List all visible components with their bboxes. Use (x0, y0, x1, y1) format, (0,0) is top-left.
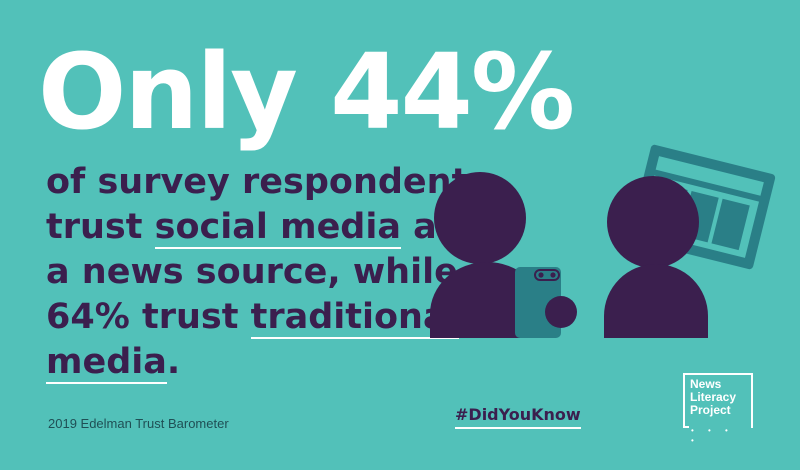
statement-line-4: 64% trust traditional (46, 295, 489, 340)
hashtag: #DidYouKnow (455, 405, 581, 429)
statement-line-3: a news source, while (46, 252, 458, 292)
statement-line-5-post: . (166, 342, 181, 382)
logo-line-2: Literacy (690, 390, 737, 404)
statement-text: of survey respondents trust social media… (46, 160, 489, 385)
underlined-social-media: social media (154, 207, 401, 249)
statement-line-1: of survey respondents (46, 162, 490, 202)
person-right-icon (604, 176, 708, 338)
logo-line-3: Project (690, 403, 731, 417)
statement-line-5: media. (46, 340, 489, 385)
statement-line-2-pre: trust (46, 207, 155, 247)
statement-line-4-pre: 64% trust (46, 297, 251, 337)
source-citation: 2019 Edelman Trust Barometer (48, 416, 229, 431)
underlined-traditional: traditional (250, 297, 459, 339)
logo-line-1: News (690, 377, 722, 391)
illustration (430, 144, 776, 338)
headline: Only 44% (38, 31, 575, 153)
logo-dots: • • • • (689, 426, 751, 446)
underlined-media: media (46, 342, 167, 384)
hand-icon (545, 296, 577, 328)
news-literacy-project-logo: News Literacy Project • • • • (683, 373, 753, 446)
statement-line-2: trust social media as (46, 205, 489, 250)
